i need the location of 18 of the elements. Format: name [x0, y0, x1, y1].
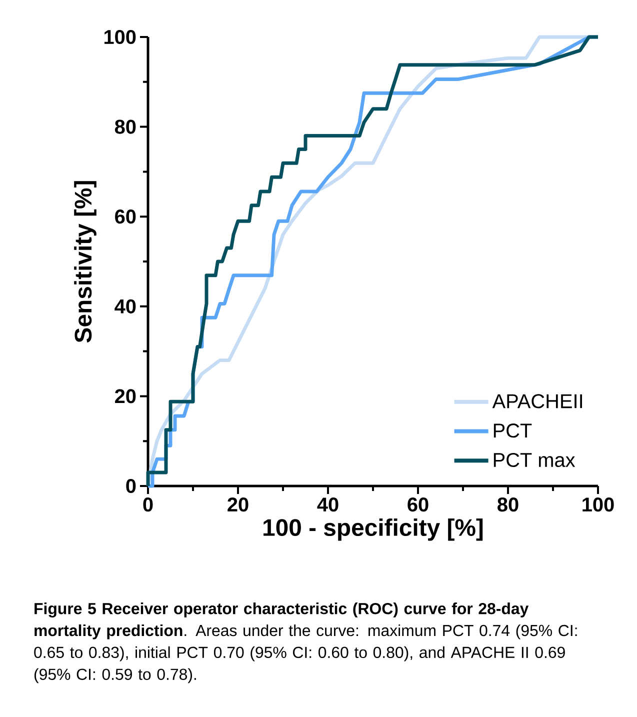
x-tick-label: 20 — [228, 498, 248, 512]
y-tick-label: 60 — [115, 210, 136, 224]
text: Figure 5 Receiver operator characteristic (ROC) curve for 28-day mortality prediction. Areas under the curve: maximum PCT 0.74 (95% CI: 0.65 to 0.83), initial PCT 0.70 (95% CI: 0.60 to 0.80), and APACHE II 0.69 (95% CI: 0.59 to 0.78). — [34, 602, 577, 684]
x-axis-title: 100 - specificity [%] — [264, 518, 483, 541]
x-tick-label: 80 — [498, 498, 518, 512]
x-tick-label: 40 — [317, 498, 338, 512]
y-tick-label: 20 — [115, 389, 136, 404]
y-tick-label: 0 — [126, 478, 136, 494]
y-tick-label: 100 — [104, 30, 136, 44]
legend-label: PCT max — [494, 452, 576, 468]
y-axis-title: Sensitivity [%] — [74, 181, 96, 343]
x-tick-label: 0 — [143, 498, 153, 512]
legend-label: PCT — [494, 424, 532, 438]
legend-label: APACHEII — [492, 394, 582, 408]
y-tick-label: 80 — [114, 120, 136, 134]
x-tick-label: 60 — [408, 498, 428, 512]
y-tick-label: 40 — [114, 299, 136, 314]
x-tick-label: 100 — [582, 498, 614, 512]
